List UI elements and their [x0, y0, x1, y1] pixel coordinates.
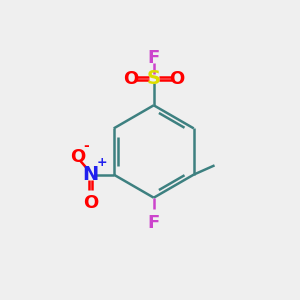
Text: N: N	[82, 165, 99, 184]
Text: O: O	[123, 70, 138, 88]
Text: +: +	[96, 156, 107, 169]
Text: S: S	[147, 69, 161, 88]
Text: F: F	[148, 214, 160, 232]
Text: F: F	[148, 49, 160, 67]
Text: O: O	[83, 194, 98, 212]
Text: O: O	[169, 70, 184, 88]
Text: -: -	[84, 139, 89, 153]
Text: O: O	[70, 148, 85, 166]
